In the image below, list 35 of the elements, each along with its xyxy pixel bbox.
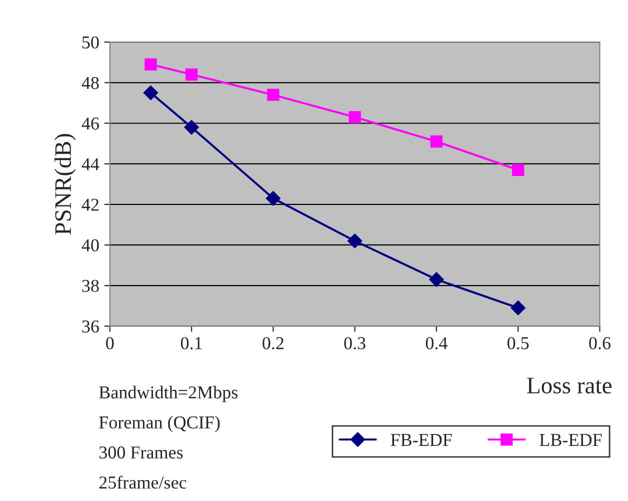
- x-tick-label: 0.1: [180, 337, 202, 350]
- legend-label: FB-EDF: [390, 434, 452, 446]
- y-tick-label: 36: [82, 320, 99, 333]
- point: [144, 58, 157, 70]
- legend-label: LB-EDF: [540, 434, 602, 446]
- y-tick-label: 46: [82, 118, 99, 130]
- x-axis-title: Loss rate: [527, 378, 612, 394]
- point: [348, 111, 361, 124]
- x-tick-label: 0: [106, 337, 114, 350]
- text: Foreman (QCIF): [99, 416, 220, 432]
- y-axis-title: PSNR(dB): [54, 134, 76, 235]
- y-tick-label: 42: [82, 198, 98, 211]
- text: Bandwidth=2Mbps: [99, 386, 238, 402]
- point: [184, 120, 199, 135]
- point: [510, 300, 526, 316]
- point: [267, 88, 280, 101]
- y-tick-label: 48: [82, 76, 99, 90]
- point: [266, 190, 281, 206]
- point: [429, 272, 444, 287]
- x-tick-label: 0.3: [344, 337, 366, 350]
- point: [512, 164, 524, 176]
- y-tick-label: 44: [82, 158, 100, 170]
- y-tick-label: 38: [82, 280, 99, 292]
- text: 300 Frames: [99, 446, 183, 459]
- y-tick-label: 50: [82, 36, 99, 49]
- x-tick-label: 0.5: [508, 337, 529, 350]
- x-tick-label: 0.6: [589, 337, 610, 350]
- text: 25frame/sec: [99, 476, 186, 489]
- point: [430, 135, 443, 148]
- point: [347, 234, 362, 248]
- x-tick-label: 0.2: [262, 337, 284, 350]
- point: [143, 85, 158, 100]
- point: [185, 68, 198, 81]
- y-tick-label: 40: [82, 239, 99, 252]
- x-tick-label: 0.4: [426, 337, 448, 350]
